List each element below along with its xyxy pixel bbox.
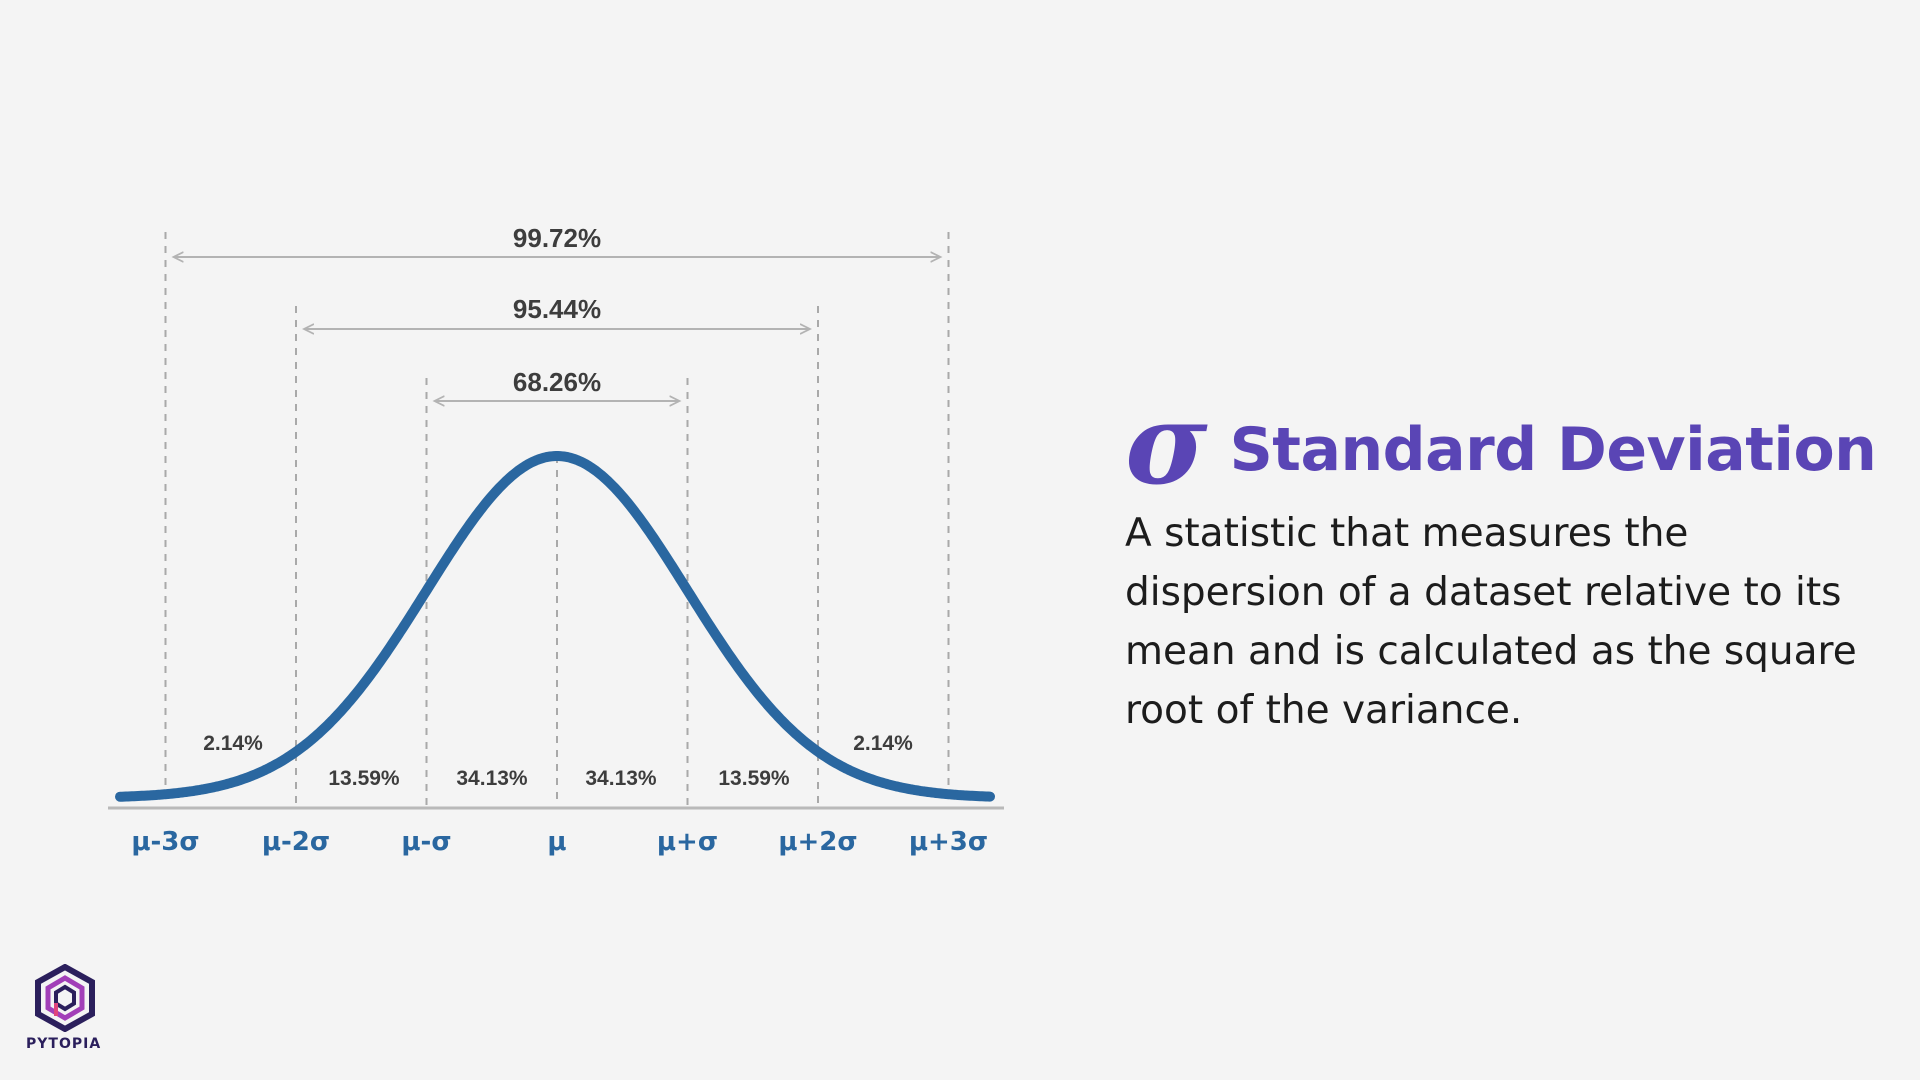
- pytopia-logo: PYTOPIA: [22, 964, 112, 1056]
- band-label: 2.14%: [203, 732, 263, 755]
- tick-label: μ-2σ: [262, 827, 330, 857]
- pytopia-hexagon-icon: [35, 964, 95, 1032]
- definition-panel: σ Standard Deviation A statistic that me…: [1125, 389, 1885, 740]
- span-label: 95.44%: [513, 294, 601, 324]
- title-row: σ Standard Deviation: [1125, 389, 1885, 501]
- span-label: 99.72%: [513, 223, 601, 253]
- sigma-icon: σ: [1125, 379, 1208, 510]
- tick-label: μ-σ: [401, 827, 451, 857]
- span-label: 68.26%: [513, 367, 601, 397]
- band-label: 2.14%: [853, 732, 913, 755]
- sigma-tick-labels: μ-3σ μ-2σ μ-σ μ μ+σ μ+2σ μ+3σ: [131, 827, 988, 857]
- tick-label: μ+2σ: [778, 827, 857, 857]
- tick-label: μ: [547, 827, 566, 857]
- band-label: 13.59%: [718, 767, 790, 790]
- band-percentage-labels: 2.14% 13.59% 34.13% 34.13% 13.59% 2.14%: [203, 732, 913, 790]
- definition-text: A statistic that measures the dispersion…: [1125, 511, 1857, 733]
- band-label: 13.59%: [328, 767, 400, 790]
- logo-wordmark: PYTOPIA: [26, 1036, 102, 1052]
- span-arrows: 99.72% 95.44% 68.26%: [174, 223, 941, 401]
- tick-label: μ-3σ: [131, 827, 199, 857]
- page-title: Standard Deviation: [1229, 415, 1877, 485]
- band-label: 34.13%: [456, 767, 528, 790]
- tick-label: μ+σ: [657, 827, 718, 857]
- band-label: 34.13%: [585, 767, 657, 790]
- tick-label: μ+3σ: [909, 827, 988, 857]
- bell-curve: [115, 451, 995, 802]
